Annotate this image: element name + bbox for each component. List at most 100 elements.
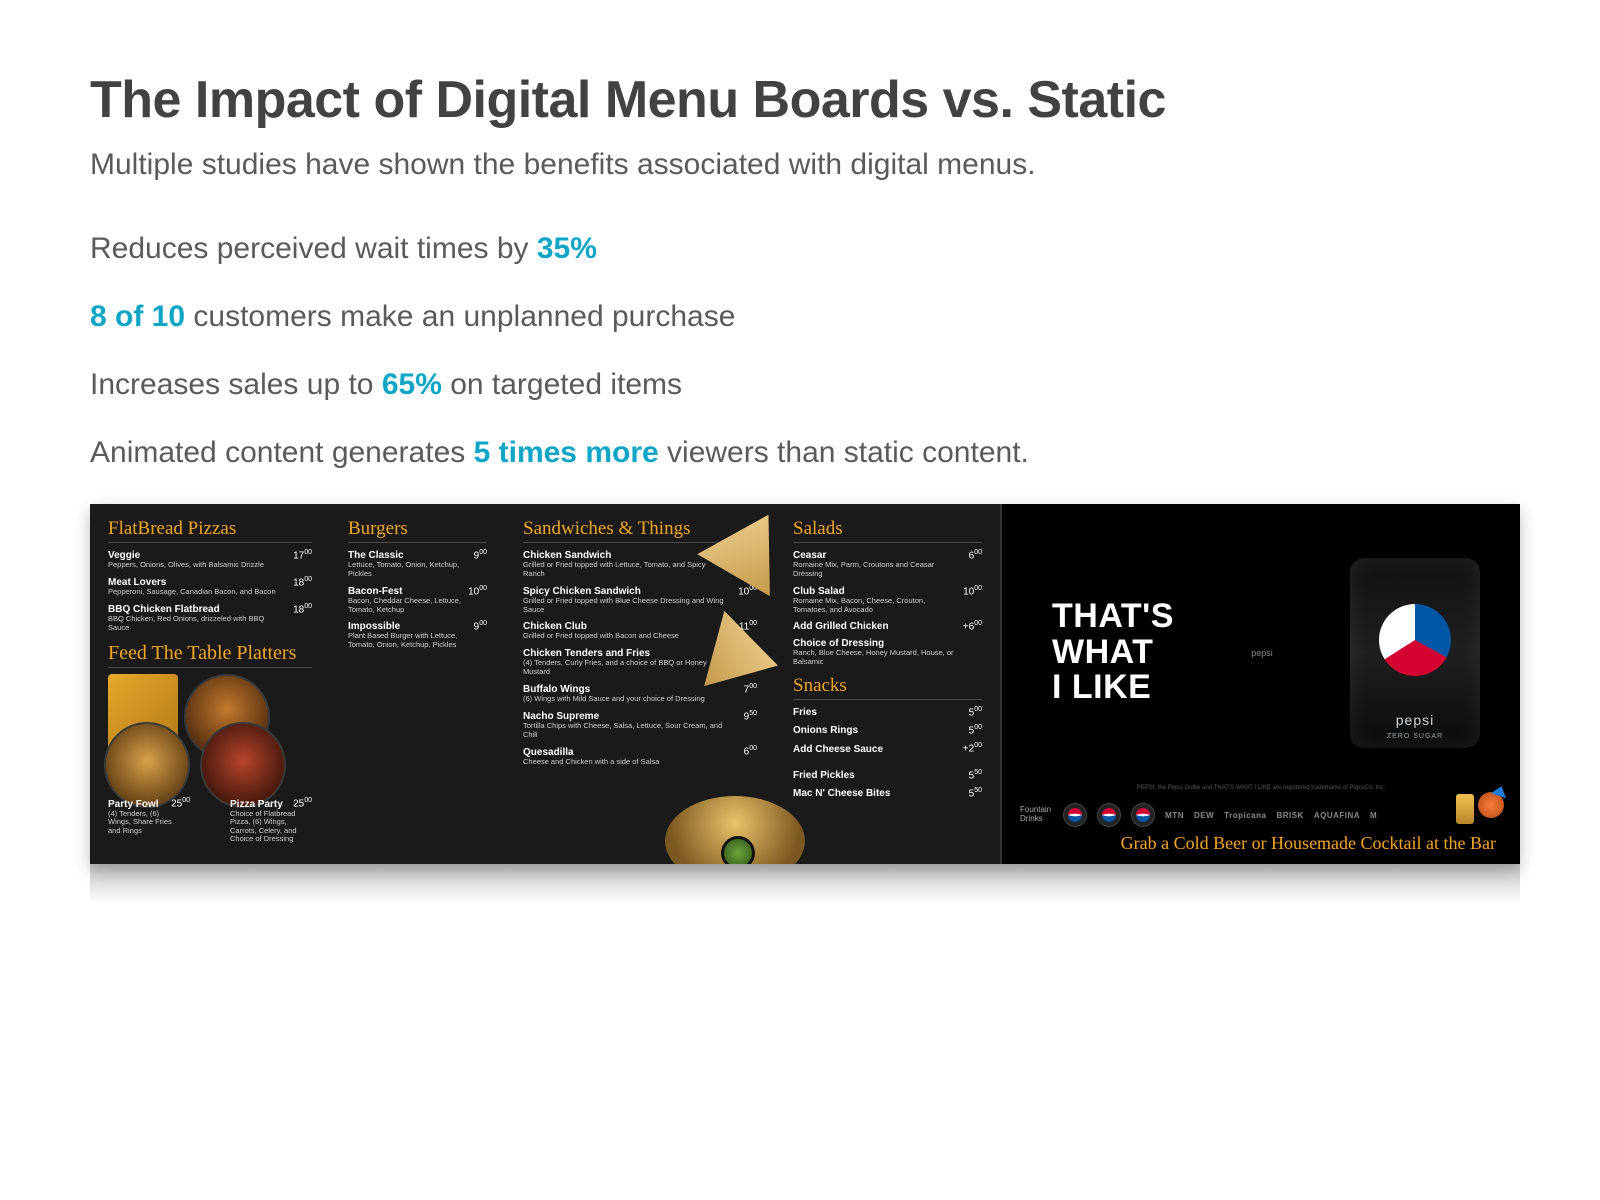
menu-item: Bacon-Fest1000Bacon, Cheddar Cheese, Let… — [348, 585, 487, 615]
can-brand-label: pepsi — [1350, 712, 1480, 728]
menu-item-desc: Romaine Mix, Bacon, Cheese, Crouton, Tom… — [793, 597, 959, 614]
fountain-drinks-row: FountainDrinks MTNDEWTropicanaBRISKAQUAF… — [1002, 797, 1520, 829]
menu-item: Buffalo Wings700(6) Wings with Mild Sauc… — [523, 683, 757, 704]
menu-item-desc: Peppers, Onions, Olives, with Balsamic D… — [108, 561, 288, 570]
menu-item-price: 550 — [969, 787, 982, 799]
bullet-3: Increases sales up to 65% on targeted it… — [90, 368, 1510, 402]
menu-item-price: 2500 — [171, 797, 190, 809]
menu-item-price: 1000 — [963, 585, 982, 597]
menu-item-desc: Lettuce, Tomato, Onion, Ketchup, Pickles — [348, 561, 470, 578]
menu-item-desc: Ranch, Blue Cheese, Honey Mustard, House… — [793, 649, 959, 666]
bullet-3-hl: 65% — [382, 368, 442, 401]
menu-item-price: 900 — [474, 620, 487, 632]
menu-item: Fries500 — [793, 706, 982, 718]
guacamole-image — [721, 836, 755, 864]
menu-item: Mac N' Cheese Bites 550 — [793, 787, 982, 799]
menu-item: Add Grilled Chicken+600 — [793, 620, 982, 632]
cocktail-image — [1450, 768, 1506, 824]
menu-item: The Classic900Lettuce, Tomato, Onion, Ke… — [348, 549, 487, 579]
menu-item-desc: Grilled or Fried topped with Lettuce, To… — [523, 561, 729, 578]
menu-col-burgers: Burgers The Classic900Lettuce, Tomato, O… — [330, 504, 505, 864]
brand-logo-text: Tropicana — [1224, 811, 1266, 820]
bullet-1-hl: 35% — [537, 232, 597, 265]
menu-item-price: 2500 — [293, 797, 312, 809]
menu-item: Ceasar600Romaine Mix, Parm, Croutons and… — [793, 549, 982, 579]
brand-logo-text: M — [1370, 811, 1377, 820]
menu-item-desc: (6) Wings with Mild Sauce and your choic… — [523, 695, 729, 704]
menu-item: Pizza Party 2500Choice of Flatbread Pizza… — [230, 797, 312, 844]
menu-ad-panel: THAT'S WHAT I LIKE pepsi pepsi ZERO SUGA… — [1000, 504, 1520, 864]
menu-item-desc: Plant Based Burger with Lettuce, Tomato,… — [348, 632, 470, 649]
menu-item-price: 1800 — [293, 603, 312, 615]
menu-item: Impossible900Plant Based Burger with Let… — [348, 620, 487, 650]
category-burgers: Burgers — [348, 518, 487, 543]
menu-item-desc: (4) Tenders, Curly Fries, and a choice o… — [523, 659, 729, 676]
menu-item: Add Cheese Sauce +200 — [793, 742, 982, 754]
menu-item: Veggie1700Peppers, Onions, Olives, with … — [108, 549, 312, 570]
category-platters: Feed The Table Platters — [108, 642, 312, 668]
brand-logo-pepsi — [1131, 803, 1155, 827]
menu-item-price: 500 — [969, 724, 982, 736]
board-reflection — [90, 864, 1520, 904]
menu-item-price: 500 — [969, 706, 982, 718]
menu-item-desc: Cheese and Chicken with a side of Salsa — [523, 758, 729, 767]
bullet-1: Reduces perceived wait times by 35% — [90, 232, 1510, 266]
menu-item-price: 1800 — [293, 576, 312, 588]
menu-item-price: 1700 — [293, 549, 312, 561]
menu-item: Party Fowl2500(4) Tenders, (6) Wings, Sh… — [108, 797, 190, 844]
brand-logo-pepsi — [1063, 803, 1087, 827]
menu-item-desc: Grilled or Fried topped with Blue Cheese… — [523, 597, 729, 614]
brand-logo-text: AQUAFINA — [1314, 811, 1360, 820]
menu-item: Onions Rings500 — [793, 724, 982, 736]
menu-item-name: Pizza Party — [230, 799, 283, 810]
menu-item-price: +200 — [963, 742, 982, 754]
menu-item: Fried Pickles550 — [793, 769, 982, 781]
category-sandwiches: Sandwiches & Things — [523, 518, 757, 543]
menu-item-desc: Romaine Mix, Parm, Croutons and Ceasar D… — [793, 561, 959, 578]
menu-item-price: 900 — [474, 549, 487, 561]
page-title: The Impact of Digital Menu Boards vs. St… — [90, 70, 1510, 130]
menu-item-price: 700 — [744, 683, 757, 695]
pizza-image — [200, 722, 286, 808]
ad-side-word: pepsi — [1251, 648, 1273, 658]
bar-tagline: Grab a Cold Beer or Housemade Cocktail a… — [1002, 829, 1520, 864]
fountain-drinks-label: FountainDrinks — [1020, 806, 1051, 824]
menu-item-price: +600 — [963, 620, 982, 632]
menu-item: Meat Lovers1800Pepperoni, Sausage, Canad… — [108, 576, 312, 597]
ad-fineprint: PEPSI, the Pepsi Globe and THAT'S WHAT I… — [1002, 785, 1520, 797]
bullet-3-post: on targeted items — [442, 368, 682, 401]
pepsi-can-image: pepsi ZERO SUGAR — [1350, 558, 1480, 748]
bullet-4-post: viewers than static content. — [659, 436, 1029, 469]
menu-item-name: Quesadilla — [523, 747, 574, 758]
bullet-2-post: customers make an unplanned purchase — [185, 300, 735, 333]
category-flatbread: FlatBread Pizzas — [108, 518, 312, 543]
menu-item-price: 950 — [744, 710, 757, 722]
bullet-1-pre: Reduces perceived wait times by — [90, 232, 537, 265]
menu-item-name: Mac N' Cheese Bites — [793, 788, 890, 799]
menu-item-desc: Pepperoni, Sausage, Canadian Bacon, and … — [108, 588, 288, 597]
bullet-3-pre: Increases sales up to — [90, 368, 382, 401]
bullet-2-hl: 8 of 10 — [90, 300, 185, 333]
brand-logo-text: BRISK — [1276, 811, 1303, 820]
ad-headline-line2: WHAT — [1052, 635, 1174, 671]
ad-headline-line1: THAT'S — [1052, 599, 1174, 635]
menu-item: BBQ Chicken Flatbread1800BBQ Chicken, Re… — [108, 603, 312, 633]
digital-menu-board: FlatBread Pizzas Veggie1700Peppers, Onio… — [90, 504, 1520, 864]
menu-item-desc: BBQ Chicken, Red Onions, drizzeled with … — [108, 615, 288, 632]
beer-glass-icon — [1456, 794, 1474, 824]
menu-item: Club Salad1000Romaine Mix, Bacon, Cheese… — [793, 585, 982, 615]
menu-item-price: 550 — [969, 769, 982, 781]
bullet-4-pre: Animated content generates — [90, 436, 474, 469]
menu-item-desc: Tortilla Chips with Cheese, Salsa, Lettu… — [523, 722, 729, 739]
menu-item-name: Party Fowl — [108, 799, 159, 810]
bullet-4: Animated content generates 5 times more … — [90, 436, 1510, 470]
menu-item-name: Add Cheese Sauce — [793, 744, 883, 755]
menu-item-price: 600 — [969, 549, 982, 561]
menu-col-salads-snacks: Salads Ceasar600Romaine Mix, Parm, Crout… — [775, 504, 1000, 864]
bullet-2: 8 of 10 customers make an unplanned purc… — [90, 300, 1510, 334]
menu-item-desc: Choice of Flatbread Pizza, (6) Wings, Ca… — [230, 810, 302, 845]
menu-item: Quesadilla600Cheese and Chicken with a s… — [523, 745, 757, 766]
brand-logo-pepsi — [1097, 803, 1121, 827]
brand-logo-text: MTN — [1165, 811, 1184, 820]
menu-item: Nacho Supreme950Tortilla Chips with Chee… — [523, 710, 757, 740]
